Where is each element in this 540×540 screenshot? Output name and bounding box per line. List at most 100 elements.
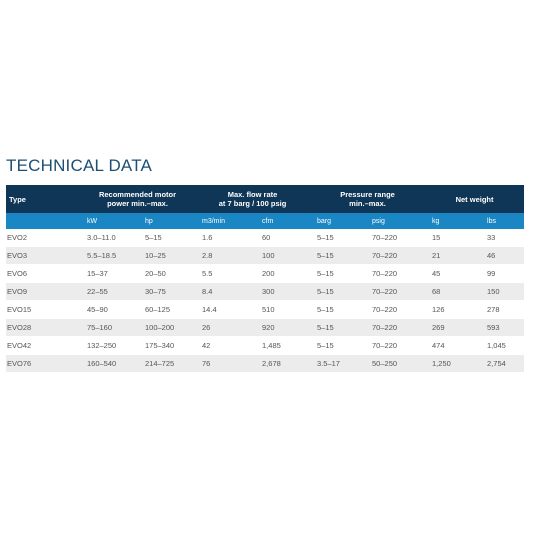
model-cell: EVO6 xyxy=(6,264,80,283)
value-cell: 60–125 xyxy=(138,300,196,319)
value-cell: 33 xyxy=(480,229,525,247)
units-empty xyxy=(6,213,80,229)
group-header: Pressure range min.–max. xyxy=(310,185,426,213)
value-cell: 70–220 xyxy=(365,336,426,355)
value-cell: 214–725 xyxy=(138,354,196,373)
value-cell: 1.6 xyxy=(195,229,256,247)
value-cell: 70–220 xyxy=(365,282,426,301)
unit-label: m3/min xyxy=(195,213,256,229)
data-row: EVO76 160–540 214–725 76 2,678 3.5–17 50–250 1,… xyxy=(6,354,525,373)
value-cell: 3.0–11.0 xyxy=(80,229,138,247)
value-cell: 70–220 xyxy=(365,318,426,337)
value-cell: 15 xyxy=(425,229,481,247)
value-cell: 269 xyxy=(425,318,481,337)
units-row: kW hp m3/min cfm barg psig kg lbs xyxy=(6,213,525,229)
value-cell: 510 xyxy=(255,300,311,319)
unit-label: lbs xyxy=(480,213,525,229)
unit-label: psig xyxy=(365,213,426,229)
data-row: EVO2 3.0–11.0 5–15 1.6 60 5–15 70–220 15 33 xyxy=(6,229,525,247)
value-cell: 20–50 xyxy=(138,264,196,283)
group-header-line: Recommended motor xyxy=(98,190,177,199)
value-cell: 1,250 xyxy=(425,354,481,373)
value-cell: 5–15 xyxy=(310,229,366,247)
value-cell: 132–250 xyxy=(80,336,138,355)
value-cell: 75–160 xyxy=(80,318,138,337)
unit-label: hp xyxy=(138,213,196,229)
value-cell: 21 xyxy=(425,246,481,265)
title: TECHNICAL DATA xyxy=(6,156,153,175)
value-cell: 3.5–17 xyxy=(310,354,366,373)
value-cell: 200 xyxy=(255,264,311,283)
value-cell: 474 xyxy=(425,336,481,355)
value-cell: 68 xyxy=(425,282,481,301)
value-cell: 99 xyxy=(480,264,525,283)
value-cell: 5–15 xyxy=(310,336,366,355)
value-cell: 160–540 xyxy=(80,354,138,373)
group-header-line: at 7 barg / 100 psig xyxy=(218,199,287,208)
value-cell: 2.8 xyxy=(195,246,256,265)
value-cell: 14.4 xyxy=(195,300,256,319)
value-cell: 920 xyxy=(255,318,311,337)
model-cell: EVO2 xyxy=(6,229,80,247)
group-header: Max. flow rate at 7 barg / 100 psig xyxy=(195,185,311,213)
model-cell: EVO3 xyxy=(6,246,80,265)
group-header: Net weight xyxy=(425,185,525,213)
value-cell: 175–340 xyxy=(138,336,196,355)
value-cell: 5–15 xyxy=(310,264,366,283)
value-cell: 70–220 xyxy=(365,246,426,265)
table-body: EVO2 3.0–11.0 5–15 1.6 60 5–15 70–220 15 33 EVO3 5… xyxy=(6,229,525,373)
model-cell: EVO9 xyxy=(6,282,80,301)
value-cell: 1,045 xyxy=(480,336,525,355)
model-cell: EVO28 xyxy=(6,318,80,337)
unit-label: barg xyxy=(310,213,366,229)
value-cell: 2,754 xyxy=(480,354,525,373)
value-cell: 45–90 xyxy=(80,300,138,319)
value-cell: 30–75 xyxy=(138,282,196,301)
value-cell: 22–55 xyxy=(80,282,138,301)
value-cell: 5–15 xyxy=(310,246,366,265)
model-cell: EVO42 xyxy=(6,336,80,355)
value-cell: 60 xyxy=(255,229,311,247)
value-cell: 2,678 xyxy=(255,354,311,373)
value-cell: 70–220 xyxy=(365,264,426,283)
value-cell: 8.4 xyxy=(195,282,256,301)
data-row: EVO3 5.5–18.5 10–25 2.8 100 5–15 70–220 21 46 xyxy=(6,246,525,265)
value-cell: 150 xyxy=(480,282,525,301)
value-cell: 50–250 xyxy=(365,354,426,373)
value-cell: 5.5–18.5 xyxy=(80,246,138,265)
group-header-line: Max. flow rate xyxy=(227,190,278,199)
value-cell: 278 xyxy=(480,300,525,319)
value-cell: 45 xyxy=(425,264,481,283)
data-row: EVO6 15–37 20–50 5.5 200 5–15 70–220 45 99 xyxy=(6,264,525,283)
group-header-line: Pressure range xyxy=(340,190,395,199)
unit-label: kg xyxy=(425,213,481,229)
value-cell: 1,485 xyxy=(255,336,311,355)
value-cell: 70–220 xyxy=(365,229,426,247)
value-cell: 76 xyxy=(195,354,256,373)
value-cell: 5–15 xyxy=(138,229,196,247)
value-cell: 126 xyxy=(425,300,481,319)
unit-label: kW xyxy=(80,213,138,229)
group-header-line: min.–max. xyxy=(349,199,386,208)
value-cell: 300 xyxy=(255,282,311,301)
data-row: EVO9 22–55 30–75 8.4 300 5–15 70–220 68 150 xyxy=(6,282,525,301)
model-cell: EVO76 xyxy=(6,354,80,373)
data-row: EVO28 75–160 100–200 26 920 5–15 70–220 269 593 xyxy=(6,318,525,337)
value-cell: 46 xyxy=(480,246,525,265)
value-cell: 10–25 xyxy=(138,246,196,265)
value-cell: 5–15 xyxy=(310,318,366,337)
data-row: EVO42 132–250 175–340 42 1,485 5–15 70–220 474 1… xyxy=(6,336,525,355)
value-cell: 70–220 xyxy=(365,300,426,319)
unit-label: cfm xyxy=(255,213,311,229)
value-cell: 15–37 xyxy=(80,264,138,283)
value-cell: 100 xyxy=(255,246,311,265)
group-header: Recommended motor power min.–max. xyxy=(80,185,196,213)
header-row: Type Recommended motor power min.–max. Max… xyxy=(6,185,525,213)
data-row: EVO15 45–90 60–125 14.4 510 5–15 70–220 126 278 xyxy=(6,300,525,319)
value-cell: 5.5 xyxy=(195,264,256,283)
type-header: Type xyxy=(6,185,80,213)
value-cell: 5–15 xyxy=(310,282,366,301)
value-cell: 42 xyxy=(195,336,256,355)
model-cell: EVO15 xyxy=(6,300,80,319)
